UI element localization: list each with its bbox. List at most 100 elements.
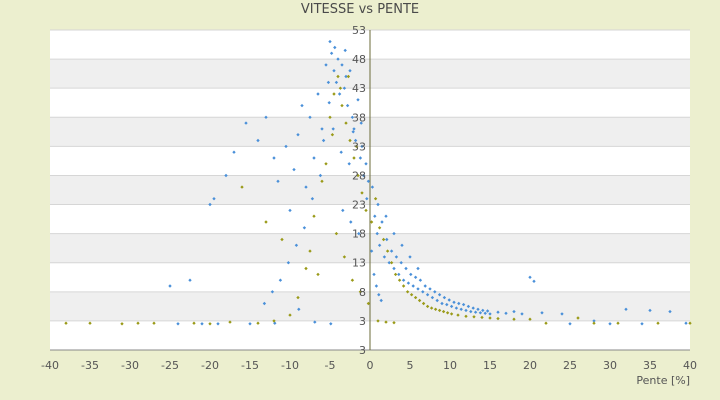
data-point — [327, 101, 331, 105]
data-point — [228, 320, 232, 324]
data-point — [357, 231, 361, 236]
data-point — [300, 103, 304, 108]
y-tick-label: 3 — [359, 344, 366, 357]
x-tick-label: 15 — [483, 359, 497, 372]
data-point — [354, 144, 359, 149]
data-point — [684, 321, 688, 325]
data-point — [373, 214, 377, 218]
data-point — [208, 322, 212, 326]
data-point — [302, 226, 307, 230]
y-tick-label: 53 — [352, 24, 366, 37]
data-point — [382, 255, 387, 259]
x-tick-label: 5 — [407, 359, 414, 372]
x-tick-label: 20 — [523, 359, 537, 372]
x-tick-label: 30 — [603, 359, 617, 372]
y-tick-label: 38 — [352, 111, 366, 124]
data-point — [216, 322, 220, 326]
data-point — [358, 156, 363, 160]
data-point — [332, 69, 336, 73]
x-tick-label: -35 — [81, 359, 99, 372]
data-point — [152, 321, 156, 325]
data-point — [136, 321, 140, 325]
data-point — [344, 121, 348, 125]
data-point — [318, 173, 323, 178]
data-point — [328, 39, 332, 44]
data-point — [668, 309, 672, 314]
x-tick-label: -15 — [241, 359, 259, 372]
data-point — [342, 86, 347, 90]
data-point — [528, 317, 532, 321]
y-tick-label: 43 — [352, 82, 366, 95]
data-point — [342, 255, 347, 259]
data-point — [656, 321, 660, 325]
x-tick-label: -40 — [41, 359, 59, 372]
x-tick-label: 0 — [367, 359, 374, 372]
data-point — [192, 321, 196, 325]
data-point — [544, 321, 548, 325]
data-point — [336, 57, 340, 61]
x-tick-label: 35 — [643, 359, 657, 372]
data-point — [316, 92, 320, 96]
y-tick-label: 48 — [352, 53, 366, 66]
y-tick-label: 3 — [359, 315, 366, 328]
data-point — [188, 278, 192, 282]
data-point — [176, 322, 180, 326]
data-point — [310, 197, 315, 201]
y-tick-label: 18 — [352, 228, 366, 241]
chart-title: VITESSE vs PENTE — [300, 2, 420, 17]
data-point — [208, 202, 212, 207]
data-point — [343, 48, 347, 53]
y-tick-label: 23 — [352, 199, 366, 212]
x-tick-label: 40 — [683, 359, 697, 372]
data-point — [120, 322, 124, 326]
data-point — [344, 74, 348, 79]
axes — [50, 30, 690, 351]
data-point — [334, 80, 339, 85]
data-point — [338, 86, 343, 90]
data-point — [370, 185, 375, 189]
y-tick-label: 8 — [359, 286, 366, 299]
data-point — [330, 133, 335, 137]
data-point — [224, 173, 228, 178]
data-point — [329, 51, 334, 55]
x-tick-label: -20 — [201, 359, 219, 372]
data-point — [592, 321, 596, 325]
y-tick-label: 33 — [352, 140, 366, 153]
data-point — [337, 92, 342, 96]
data-point — [365, 197, 369, 201]
data-point — [359, 121, 363, 125]
x-tick-labels: -40 -35 -30 -25 -20 -15 -10 -5 0 5 10 15 20 25 30 35 40 — [41, 359, 697, 372]
data-point — [168, 284, 172, 288]
data-point — [576, 316, 580, 320]
x-axis-label: Pente [%] — [636, 374, 690, 387]
data-point — [244, 121, 248, 125]
data-point — [212, 197, 216, 201]
data-point — [326, 80, 331, 85]
data-point — [348, 69, 352, 73]
x-tick-label: -30 — [121, 359, 139, 372]
data-point — [350, 115, 355, 119]
data-point — [346, 74, 351, 79]
y-tick-label: 13 — [352, 257, 366, 270]
x-tick-label: -5 — [325, 359, 336, 372]
data-point — [345, 103, 350, 108]
data-point — [294, 243, 299, 247]
data-point — [341, 208, 345, 213]
data-point — [366, 179, 371, 183]
y-tick-label: 28 — [352, 169, 366, 182]
data-point — [385, 237, 389, 242]
x-tick-label: -25 — [161, 359, 179, 372]
data-point — [349, 220, 353, 224]
data-point — [232, 150, 236, 154]
data-point — [336, 74, 340, 79]
x-tick-label: -10 — [281, 359, 299, 372]
data-point — [200, 322, 204, 326]
x-tick-label: 10 — [443, 359, 457, 372]
data-point — [394, 255, 399, 259]
data-point — [408, 255, 412, 259]
data-point — [248, 322, 252, 326]
data-point — [333, 45, 337, 50]
